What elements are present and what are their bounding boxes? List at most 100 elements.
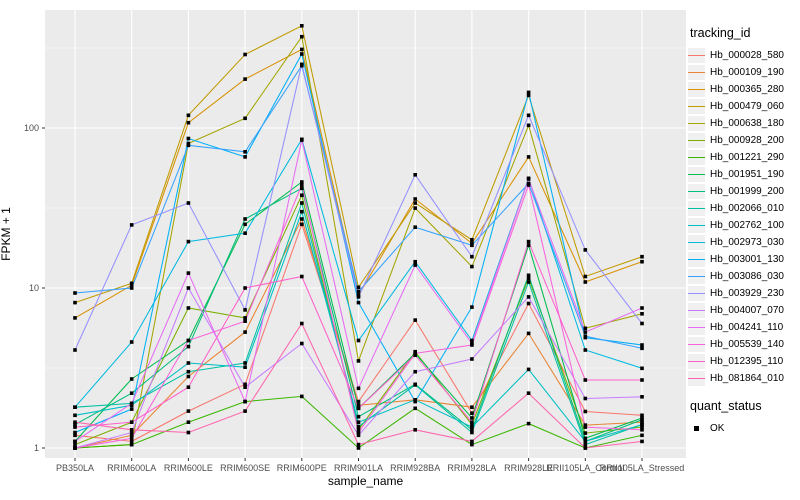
data-point — [73, 291, 77, 295]
data-point — [356, 300, 361, 305]
legend-key — [688, 82, 705, 97]
data-point — [73, 405, 77, 409]
data-point — [73, 433, 77, 438]
legend-item: Hb_002762_100 — [688, 217, 800, 234]
legend-item-label: Hb_002973_030 — [710, 237, 784, 248]
data-point — [186, 344, 191, 349]
data-point — [526, 421, 531, 426]
legend-swatch-line-icon — [688, 292, 705, 295]
quant-legend-item: OK — [688, 420, 800, 437]
data-point — [243, 399, 247, 404]
legend-item-label: Hb_000028_580 — [710, 50, 784, 61]
data-point — [413, 263, 417, 267]
data-point — [470, 420, 474, 424]
legend-item-label: Hb_000928_200 — [710, 135, 784, 146]
data-point — [413, 406, 417, 411]
data-point — [186, 136, 191, 141]
data-point — [356, 424, 361, 429]
data-point — [640, 439, 644, 444]
data-point — [640, 433, 644, 438]
legend-item-label: Hb_000109_190 — [710, 67, 784, 78]
x-tick-label: RRIM928LA — [447, 463, 496, 473]
legend-key — [688, 201, 705, 216]
legend-item-label: Hb_012395_110 — [710, 356, 784, 367]
data-point — [73, 422, 77, 427]
legend-item: Hb_001951_190 — [688, 166, 800, 183]
legend-item: Hb_000928_200 — [688, 132, 800, 149]
data-point — [356, 433, 361, 438]
data-point — [640, 425, 644, 429]
x-tick-label: RRIM928LE — [504, 463, 553, 473]
data-point — [186, 306, 191, 310]
data-point — [526, 155, 531, 159]
legend-item: Hb_000365_280 — [688, 81, 800, 98]
legend-swatch-line-icon — [688, 360, 705, 363]
data-point — [583, 248, 588, 252]
data-point — [129, 407, 134, 411]
data-point — [413, 225, 417, 229]
data-point — [129, 439, 134, 444]
quant-legend-key — [688, 421, 705, 436]
data-point — [526, 331, 531, 336]
data-point — [356, 442, 361, 447]
data-point — [526, 301, 531, 306]
data-point — [243, 409, 247, 413]
data-point — [129, 430, 134, 435]
legend-swatch-line-icon — [688, 207, 705, 210]
data-point — [73, 442, 77, 447]
legend-key — [688, 252, 705, 267]
legend-item-label: Hb_003086_030 — [710, 271, 784, 282]
legend-item: Hb_000638_180 — [688, 115, 800, 132]
data-point — [186, 143, 191, 148]
legend-item-label: Hb_002762_100 — [710, 220, 784, 231]
data-point — [583, 442, 588, 447]
legend-swatch-line-icon — [688, 309, 705, 312]
data-point — [356, 414, 361, 419]
legend-item-label: Hb_000365_280 — [710, 84, 784, 95]
data-point — [129, 436, 134, 441]
data-point — [470, 254, 474, 259]
data-point — [186, 113, 191, 118]
data-point — [300, 186, 304, 191]
data-point — [186, 374, 191, 379]
data-point — [470, 343, 474, 347]
data-point — [186, 286, 191, 290]
legend-item: Hb_002973_030 — [688, 234, 800, 251]
data-point — [640, 343, 644, 347]
data-point — [300, 274, 304, 279]
x-tick-label: RRIM600LA — [107, 463, 156, 473]
data-point — [526, 367, 531, 372]
data-point — [583, 348, 588, 352]
data-point — [583, 326, 588, 331]
data-point — [73, 348, 77, 352]
legend-swatch-line-icon — [688, 122, 705, 125]
data-point — [640, 395, 644, 399]
data-point — [129, 401, 134, 406]
data-point — [356, 338, 361, 343]
data-point — [300, 180, 304, 184]
data-point — [243, 116, 247, 121]
data-point — [526, 90, 531, 95]
data-point — [356, 295, 361, 299]
data-point — [413, 383, 417, 387]
data-point — [356, 386, 361, 391]
legend-key — [688, 150, 705, 165]
data-point — [300, 47, 304, 52]
legend-item-label: Hb_002066_010 — [710, 203, 784, 214]
data-point — [129, 340, 134, 344]
data-point — [583, 280, 588, 284]
data-point — [470, 264, 474, 269]
x-tick-label: RRII105LA_Control — [546, 463, 624, 473]
data-point — [413, 206, 417, 210]
legend-item: Hb_000109_190 — [688, 64, 800, 81]
legend-item-label: Hb_001221_290 — [710, 152, 784, 163]
data-point — [583, 425, 588, 429]
data-point — [470, 422, 474, 427]
data-point — [186, 201, 191, 205]
data-point — [300, 183, 304, 187]
data-point — [583, 334, 588, 338]
data-point — [243, 52, 247, 57]
data-point — [640, 366, 644, 371]
legend-key — [688, 286, 705, 301]
